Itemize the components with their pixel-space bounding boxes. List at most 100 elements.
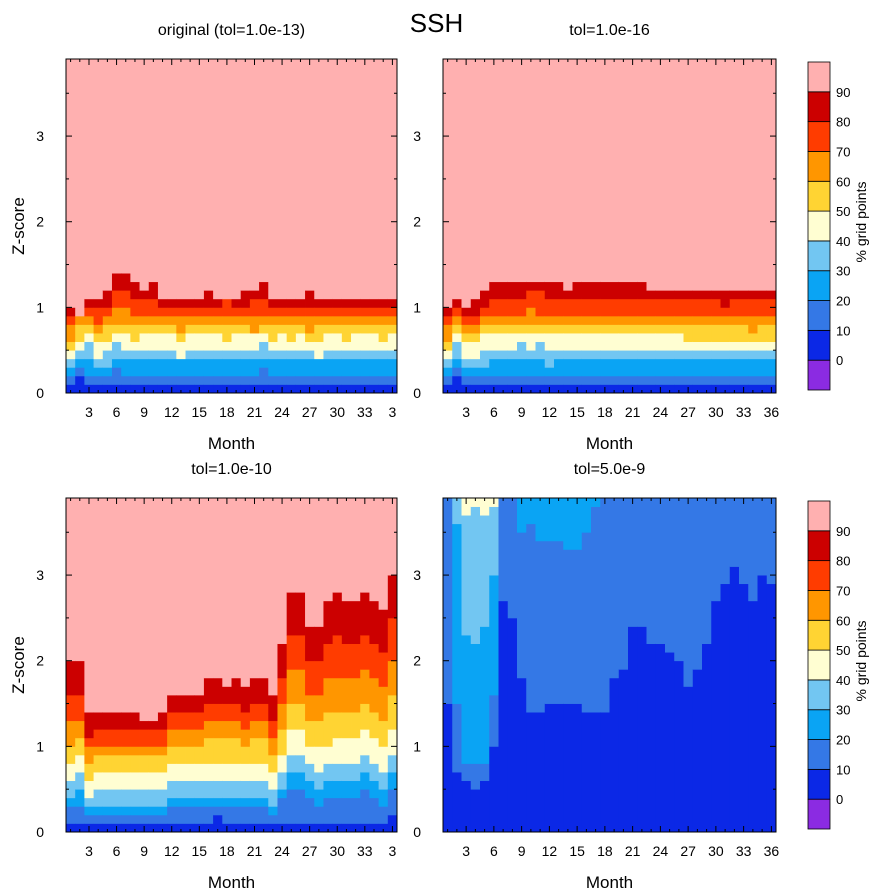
heatmap-cell bbox=[739, 375, 749, 385]
heatmap-cell bbox=[286, 298, 297, 308]
heatmap-cell bbox=[268, 806, 278, 816]
heatmap-cell bbox=[618, 375, 629, 385]
heatmap-cell bbox=[231, 384, 242, 394]
heatmap-cell bbox=[222, 763, 232, 782]
heatmap-cell bbox=[351, 375, 361, 385]
colorbar-box bbox=[807, 768, 831, 800]
heatmap-cell bbox=[222, 498, 232, 687]
x-tick-label: 3 bbox=[85, 404, 93, 420]
colorbar-tick-label: 70 bbox=[836, 583, 850, 598]
heatmap-cell bbox=[766, 324, 777, 343]
heatmap-cell bbox=[130, 823, 140, 833]
heatmap-cell bbox=[286, 703, 297, 730]
heatmap-cell bbox=[249, 677, 260, 704]
heatmap-cell bbox=[711, 298, 721, 317]
heatmap-cell bbox=[748, 358, 758, 377]
heatmap-cell bbox=[323, 298, 334, 308]
heatmap-cell bbox=[618, 498, 629, 670]
heatmap-cell bbox=[369, 763, 380, 782]
heatmap-cell bbox=[757, 350, 768, 360]
heatmap-cell bbox=[332, 358, 343, 377]
heatmap-cell bbox=[591, 712, 601, 833]
heatmap-cell bbox=[249, 797, 260, 807]
heatmap-cell bbox=[130, 350, 140, 360]
heatmap-cell bbox=[102, 729, 113, 747]
heatmap-cell bbox=[674, 350, 684, 360]
heatmap-cell bbox=[655, 498, 666, 644]
heatmap-cell bbox=[249, 703, 260, 722]
x-tick-label: 6 bbox=[490, 843, 498, 859]
heatmap-cell bbox=[102, 307, 113, 317]
heatmap-cell bbox=[387, 307, 398, 317]
heatmap-cell bbox=[591, 498, 601, 507]
colorbar-tick-label: 80 bbox=[836, 554, 850, 569]
heatmap-cell bbox=[139, 59, 150, 291]
heatmap-cell bbox=[130, 324, 140, 343]
colorbar-tick-label: 30 bbox=[836, 703, 850, 718]
heatmap-cell bbox=[286, 729, 297, 756]
heatmap-cell bbox=[683, 350, 694, 360]
heatmap-cell bbox=[240, 498, 251, 687]
heatmap-cell bbox=[332, 635, 343, 679]
heatmap-cell bbox=[75, 660, 85, 696]
heatmap-cell bbox=[259, 763, 269, 782]
heatmap-cell bbox=[711, 324, 721, 343]
heatmap-cell bbox=[148, 814, 159, 824]
colorbar-box bbox=[807, 679, 831, 711]
heatmap-cell bbox=[702, 315, 712, 325]
heatmap-cell bbox=[498, 298, 509, 317]
heatmap-cell bbox=[443, 324, 453, 343]
heatmap-cell bbox=[231, 780, 242, 799]
heatmap-cell bbox=[148, 315, 159, 325]
heatmap-cell bbox=[720, 307, 731, 317]
heatmap-cell bbox=[452, 523, 462, 704]
heatmap-cell bbox=[148, 298, 159, 317]
heatmap-cell bbox=[240, 324, 251, 334]
heatmap-cell bbox=[452, 315, 462, 325]
colorbar-box bbox=[807, 180, 831, 212]
heatmap-cell bbox=[259, 677, 269, 704]
heatmap-cell bbox=[148, 358, 159, 377]
heatmap-cell bbox=[360, 358, 370, 377]
heatmap-cell bbox=[600, 712, 610, 833]
heatmap-cell bbox=[231, 737, 242, 764]
heatmap-cell bbox=[222, 315, 232, 325]
heatmap-cell bbox=[148, 281, 159, 300]
heatmap-cell bbox=[121, 806, 131, 816]
heatmap-cell bbox=[148, 754, 159, 773]
heatmap-cell bbox=[674, 298, 684, 317]
heatmap-cell bbox=[387, 350, 398, 360]
x-tick-label: 24 bbox=[274, 843, 290, 859]
heatmap-cell bbox=[194, 746, 205, 764]
heatmap-cell bbox=[489, 333, 499, 351]
heatmap-cell bbox=[231, 823, 242, 833]
heatmap-cell bbox=[563, 498, 573, 550]
heatmap-cell bbox=[720, 324, 731, 343]
heatmap-cell bbox=[277, 315, 288, 325]
heatmap-cell bbox=[305, 350, 315, 360]
heatmap-cell bbox=[729, 290, 740, 300]
heatmap-cell bbox=[452, 333, 462, 343]
heatmap-cell bbox=[203, 737, 214, 764]
heatmap-cell bbox=[535, 315, 546, 325]
x-tick-label: 30 bbox=[329, 404, 345, 420]
x-axis-label: Month bbox=[208, 434, 255, 453]
heatmap-cell bbox=[157, 746, 168, 756]
heatmap-cell bbox=[711, 59, 721, 291]
heatmap-cell bbox=[554, 350, 564, 360]
heatmap-cell bbox=[139, 315, 150, 325]
heatmap-cell bbox=[461, 315, 472, 325]
heatmap-cell bbox=[286, 358, 297, 377]
heatmap-cell bbox=[720, 583, 731, 833]
heatmap-cell bbox=[194, 375, 205, 385]
heatmap-cell bbox=[231, 677, 242, 704]
heatmap-cell bbox=[369, 324, 380, 334]
x-tick-label: 3 bbox=[462, 843, 470, 859]
heatmap-cell bbox=[314, 315, 324, 325]
heatmap-cell bbox=[683, 59, 694, 291]
heatmap-cell bbox=[194, 780, 205, 799]
heatmap-cell bbox=[351, 643, 361, 679]
heatmap-cell bbox=[130, 754, 140, 773]
heatmap-cell bbox=[489, 59, 499, 283]
heatmap-cell bbox=[544, 375, 555, 385]
